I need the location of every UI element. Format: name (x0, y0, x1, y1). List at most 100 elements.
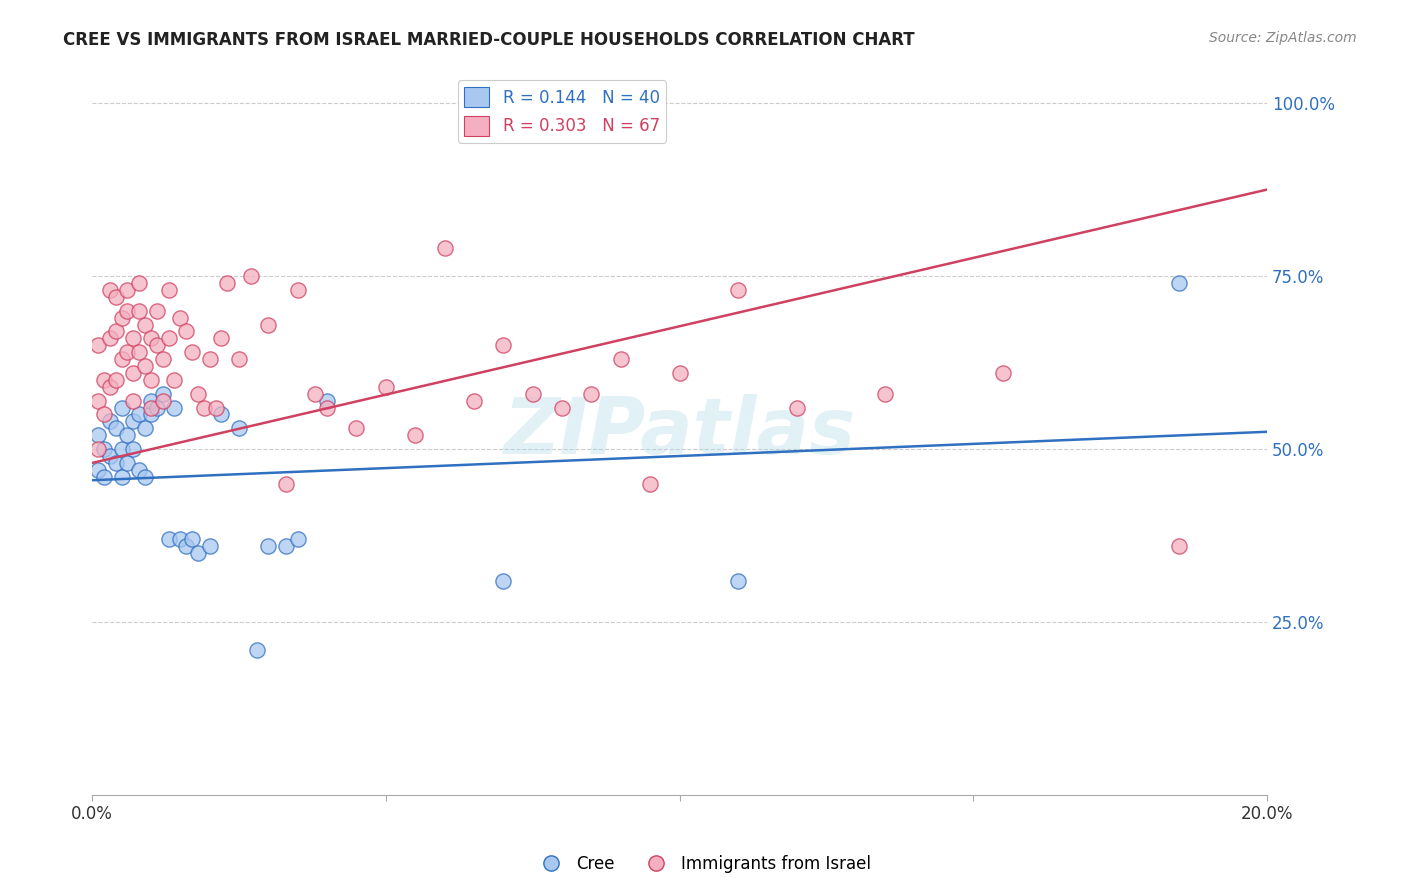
Point (991, 366, 1014, 380)
Point (668, 366, 690, 380)
Point (581, 386, 603, 401)
Point (404, 428, 426, 442)
Point (875, 386, 897, 401)
Point (433, 242, 456, 256)
Point (181, 345, 204, 359)
Point (257, 318, 280, 332)
Point (169, 310, 191, 325)
Point (209, 331, 232, 345)
Point (110, 442, 132, 456)
Point (246, 642, 269, 657)
Point (104, 456, 127, 470)
Point (146, 338, 169, 352)
Point (98, 331, 121, 345)
Point (128, 276, 150, 290)
Point (104, 325, 127, 339)
Point (152, 386, 174, 401)
Point (198, 352, 221, 367)
Point (122, 442, 145, 456)
Point (316, 393, 339, 408)
Point (117, 303, 139, 318)
Point (374, 380, 396, 394)
Point (122, 393, 145, 408)
Point (287, 532, 309, 546)
Text: Source: ZipAtlas.com: Source: ZipAtlas.com (1209, 31, 1357, 45)
Point (610, 352, 633, 367)
Point (122, 366, 145, 380)
Point (204, 401, 226, 415)
Point (257, 539, 280, 553)
Point (134, 469, 156, 483)
Point (128, 408, 150, 422)
Point (638, 476, 661, 491)
Point (157, 331, 180, 345)
Point (139, 408, 162, 422)
Point (157, 283, 180, 297)
Point (198, 539, 221, 553)
Point (187, 386, 209, 401)
Point (98, 283, 121, 297)
Point (93, 442, 115, 456)
Point (346, 421, 368, 435)
Point (134, 421, 156, 435)
Point (209, 408, 232, 422)
Point (463, 393, 485, 408)
Legend: Cree, Immigrants from Israel: Cree, Immigrants from Israel (527, 848, 879, 880)
Point (239, 269, 262, 284)
Point (786, 401, 808, 415)
Point (117, 428, 139, 442)
Point (187, 546, 209, 560)
Point (139, 393, 162, 408)
Point (163, 401, 186, 415)
Point (87, 338, 110, 352)
Point (117, 283, 139, 297)
Point (139, 331, 162, 345)
Point (152, 393, 174, 408)
Point (274, 539, 297, 553)
Point (551, 401, 574, 415)
Point (146, 303, 169, 318)
Point (104, 421, 127, 435)
Point (727, 574, 749, 588)
Point (110, 401, 132, 415)
Point (128, 303, 150, 318)
Point (110, 469, 132, 483)
Point (492, 574, 515, 588)
Point (169, 532, 191, 546)
Point (174, 325, 197, 339)
Point (93, 469, 115, 483)
Point (98, 380, 121, 394)
Point (98, 414, 121, 428)
Point (217, 276, 239, 290)
Point (110, 310, 132, 325)
Point (122, 414, 145, 428)
Point (134, 359, 156, 373)
Legend: R = 0.144   N = 40, R = 0.303   N = 67: R = 0.144 N = 40, R = 0.303 N = 67 (458, 80, 666, 143)
Point (128, 463, 150, 477)
Point (157, 532, 180, 546)
Point (87, 428, 110, 442)
Point (287, 283, 309, 297)
Point (87, 393, 110, 408)
Point (104, 290, 127, 304)
Point (98, 449, 121, 463)
Point (522, 386, 544, 401)
Point (163, 373, 186, 387)
Point (146, 401, 169, 415)
Point (104, 373, 127, 387)
Point (110, 352, 132, 367)
Point (193, 401, 215, 415)
Point (117, 456, 139, 470)
Point (316, 401, 339, 415)
Point (139, 401, 162, 415)
Point (1167, 539, 1189, 553)
Point (228, 421, 250, 435)
Point (93, 408, 115, 422)
Point (139, 373, 162, 387)
Point (152, 352, 174, 367)
Point (181, 532, 204, 546)
Point (134, 318, 156, 332)
Point (304, 386, 326, 401)
Point (117, 345, 139, 359)
Point (1167, 276, 1189, 290)
